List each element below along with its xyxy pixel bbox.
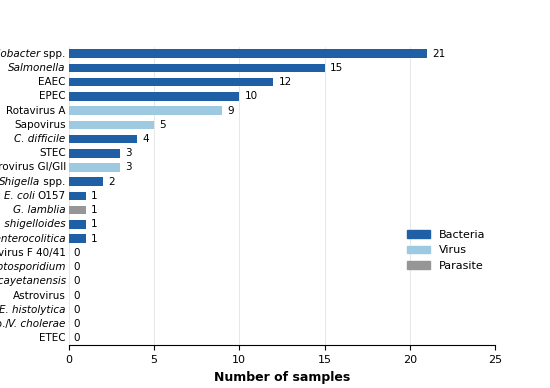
Text: spp.: spp. <box>40 48 66 59</box>
Text: Cryptosporidium: Cryptosporidium <box>0 262 66 272</box>
Text: 1: 1 <box>91 191 97 201</box>
Text: O157: O157 <box>37 191 66 201</box>
Text: P. shigelloides: P. shigelloides <box>0 219 66 229</box>
Text: 5: 5 <box>159 120 166 130</box>
Text: Salmonella: Salmonella <box>8 63 66 73</box>
Text: 9: 9 <box>227 106 234 116</box>
Text: Shigella: Shigella <box>0 177 40 187</box>
Text: EPEC: EPEC <box>39 91 66 101</box>
Text: 21: 21 <box>432 48 445 59</box>
Bar <box>69 106 222 115</box>
Text: 2: 2 <box>108 177 114 187</box>
Text: 10: 10 <box>244 91 257 101</box>
Legend: Bacteria, Virus, Parasite: Bacteria, Virus, Parasite <box>403 225 490 275</box>
Bar <box>69 49 427 58</box>
Bar <box>69 121 154 129</box>
Text: E. histolytica: E. histolytica <box>0 305 66 315</box>
Text: C. difficile: C. difficile <box>14 134 66 144</box>
Text: V. cholerae: V. cholerae <box>8 319 66 329</box>
Text: 3: 3 <box>125 163 131 173</box>
Text: Astrovirus: Astrovirus <box>13 291 66 301</box>
Bar <box>69 177 103 186</box>
Text: spp.: spp. <box>40 177 66 187</box>
Text: 15: 15 <box>329 63 343 73</box>
Bar <box>69 149 120 158</box>
Text: 1: 1 <box>91 205 97 215</box>
X-axis label: Number of samples: Number of samples <box>214 371 350 384</box>
Text: spp./: spp./ <box>0 319 8 329</box>
Text: G. lamblia: G. lamblia <box>13 205 66 215</box>
Bar <box>69 92 239 100</box>
Text: 0: 0 <box>74 276 80 286</box>
Text: 0: 0 <box>74 305 80 315</box>
Text: 4: 4 <box>142 134 148 144</box>
Bar <box>69 163 120 172</box>
Bar <box>69 234 86 243</box>
Text: 12: 12 <box>278 77 292 87</box>
Text: C. cayetanensis: C. cayetanensis <box>0 276 66 286</box>
Bar <box>69 192 86 200</box>
Text: E. coli: E. coli <box>3 191 37 201</box>
Bar <box>69 135 137 143</box>
Text: 0: 0 <box>74 262 80 272</box>
Text: Sapovirus: Sapovirus <box>14 120 66 130</box>
Text: Adenovirus F 40/41: Adenovirus F 40/41 <box>0 248 66 258</box>
Text: Campylobacter: Campylobacter <box>0 48 40 59</box>
Text: 0: 0 <box>74 291 80 301</box>
Text: STEC: STEC <box>39 148 66 158</box>
Bar <box>69 206 86 215</box>
Text: EAEC: EAEC <box>39 77 66 87</box>
Text: 0: 0 <box>74 333 80 343</box>
Bar <box>69 64 324 72</box>
Text: Rotavirus A: Rotavirus A <box>6 106 66 116</box>
Text: Y. enterocolitica: Y. enterocolitica <box>0 234 66 244</box>
Text: 1: 1 <box>91 219 97 229</box>
Text: Norovirus GI/GII: Norovirus GI/GII <box>0 163 66 173</box>
Text: 3: 3 <box>125 148 131 158</box>
Text: 1: 1 <box>91 234 97 244</box>
Bar <box>69 78 273 87</box>
Text: ETEC: ETEC <box>39 333 66 343</box>
Bar <box>69 220 86 229</box>
Text: 0: 0 <box>74 248 80 258</box>
Text: 0: 0 <box>74 319 80 329</box>
